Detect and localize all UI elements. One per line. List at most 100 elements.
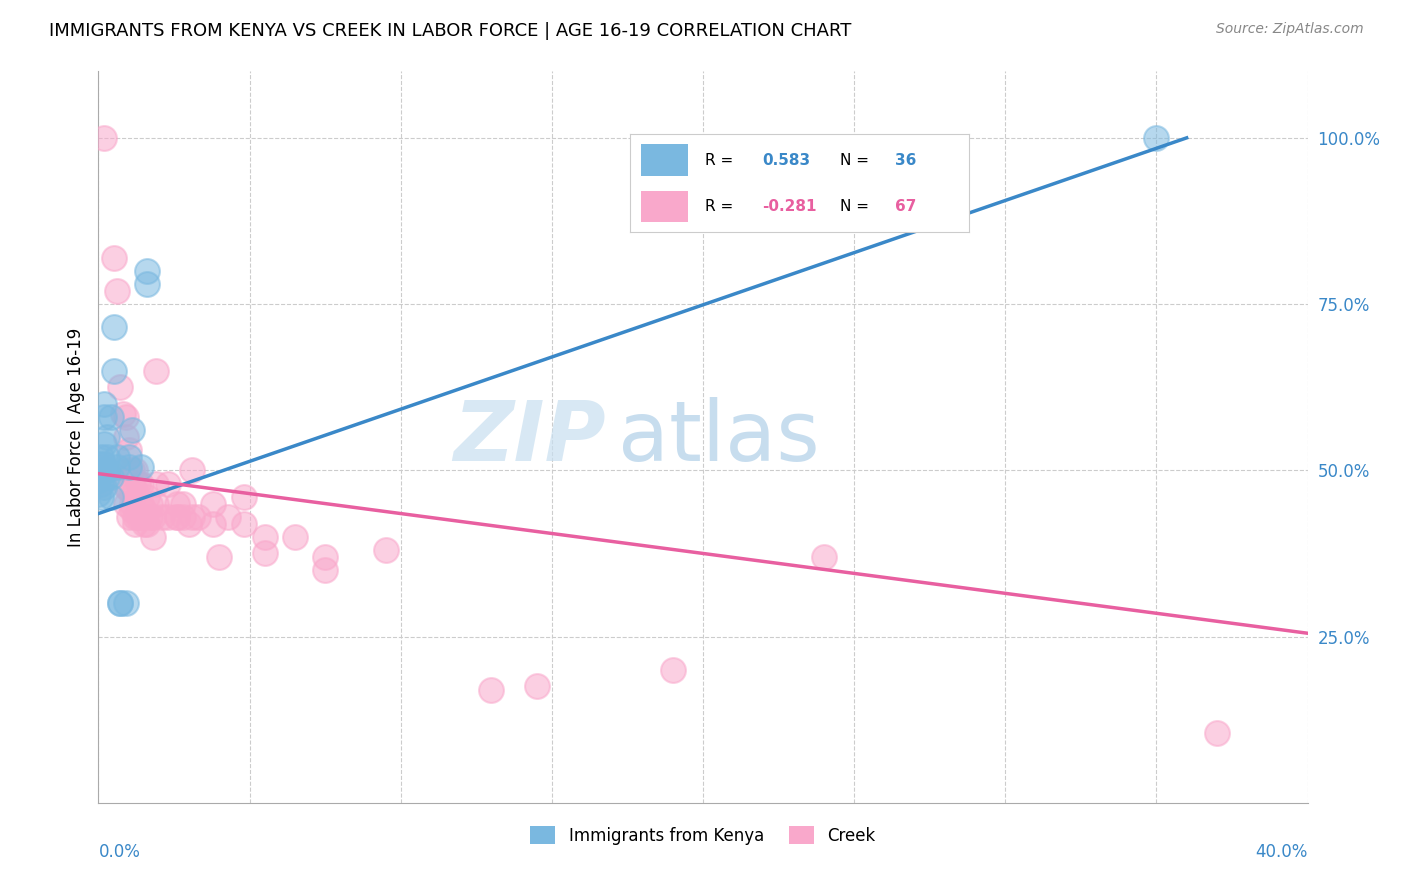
Point xyxy=(105,450,128,464)
Point xyxy=(87,486,110,500)
Point xyxy=(105,284,128,298)
Point xyxy=(114,596,136,610)
Point xyxy=(96,450,118,464)
Point xyxy=(526,680,548,694)
Point xyxy=(139,509,162,524)
Point xyxy=(142,509,165,524)
Point xyxy=(124,483,146,498)
Point xyxy=(111,407,134,421)
Point xyxy=(661,663,683,677)
Point xyxy=(813,549,835,564)
Point xyxy=(127,509,149,524)
Point xyxy=(118,483,141,498)
Text: 0.0%: 0.0% xyxy=(98,843,141,861)
Text: 40.0%: 40.0% xyxy=(1256,843,1308,861)
Point xyxy=(179,516,201,531)
Point xyxy=(150,509,173,524)
Point xyxy=(108,596,131,610)
Point xyxy=(118,443,141,458)
Point xyxy=(181,509,204,524)
Point xyxy=(187,509,209,524)
Point xyxy=(108,596,131,610)
Point xyxy=(87,457,110,471)
Point xyxy=(93,436,115,450)
Point xyxy=(284,530,307,544)
Point xyxy=(124,509,146,524)
Point xyxy=(100,490,122,504)
Text: Source: ZipAtlas.com: Source: ZipAtlas.com xyxy=(1216,22,1364,37)
Point xyxy=(181,463,204,477)
Point xyxy=(145,476,167,491)
Point xyxy=(127,476,149,491)
Point xyxy=(129,476,152,491)
Point xyxy=(121,483,143,498)
Point xyxy=(93,131,115,145)
Point xyxy=(90,450,112,464)
Point xyxy=(124,463,146,477)
Point xyxy=(118,460,141,475)
Point xyxy=(202,516,225,531)
Point xyxy=(217,509,239,524)
Point xyxy=(114,480,136,494)
Point xyxy=(172,509,194,524)
Point xyxy=(135,516,157,531)
Text: IMMIGRANTS FROM KENYA VS CREEK IN LABOR FORCE | AGE 16-19 CORRELATION CHART: IMMIGRANTS FROM KENYA VS CREEK IN LABOR … xyxy=(49,22,852,40)
Point xyxy=(232,490,254,504)
Legend: Immigrants from Kenya, Creek: Immigrants from Kenya, Creek xyxy=(522,818,884,853)
Point xyxy=(314,563,336,577)
Point xyxy=(1144,131,1167,145)
Point xyxy=(114,430,136,444)
Point xyxy=(132,516,155,531)
Point xyxy=(124,516,146,531)
Point xyxy=(100,470,122,484)
Point xyxy=(253,546,276,560)
Point xyxy=(118,450,141,464)
Point xyxy=(93,480,115,494)
Point xyxy=(121,497,143,511)
Point xyxy=(129,509,152,524)
Point xyxy=(93,397,115,411)
Point xyxy=(129,460,152,475)
Point xyxy=(96,463,118,477)
Point xyxy=(103,320,125,334)
Point xyxy=(93,463,115,477)
Point xyxy=(135,490,157,504)
Point xyxy=(208,549,231,564)
Point xyxy=(87,467,110,481)
Point xyxy=(253,530,276,544)
Point xyxy=(100,410,122,425)
Point xyxy=(129,497,152,511)
Point xyxy=(87,473,110,487)
Point xyxy=(145,497,167,511)
Point xyxy=(108,380,131,394)
Point xyxy=(114,410,136,425)
Point xyxy=(135,277,157,292)
Point xyxy=(132,503,155,517)
Point xyxy=(121,503,143,517)
Point xyxy=(121,424,143,438)
Point xyxy=(156,476,179,491)
Point xyxy=(93,410,115,425)
Text: ZIP: ZIP xyxy=(454,397,606,477)
Point xyxy=(103,251,125,265)
Point xyxy=(232,516,254,531)
Point xyxy=(118,509,141,524)
Point xyxy=(93,457,115,471)
Point xyxy=(314,549,336,564)
Point xyxy=(139,497,162,511)
Point xyxy=(90,463,112,477)
Point xyxy=(118,463,141,477)
Point xyxy=(166,509,188,524)
Point xyxy=(172,497,194,511)
Point xyxy=(166,497,188,511)
Point xyxy=(145,363,167,377)
Point xyxy=(90,490,112,504)
Point xyxy=(135,264,157,278)
Point xyxy=(114,497,136,511)
Point xyxy=(96,470,118,484)
Y-axis label: In Labor Force | Age 16-19: In Labor Force | Age 16-19 xyxy=(66,327,84,547)
Text: atlas: atlas xyxy=(619,397,820,477)
Point xyxy=(166,509,188,524)
Point xyxy=(121,463,143,477)
Point xyxy=(481,682,503,697)
